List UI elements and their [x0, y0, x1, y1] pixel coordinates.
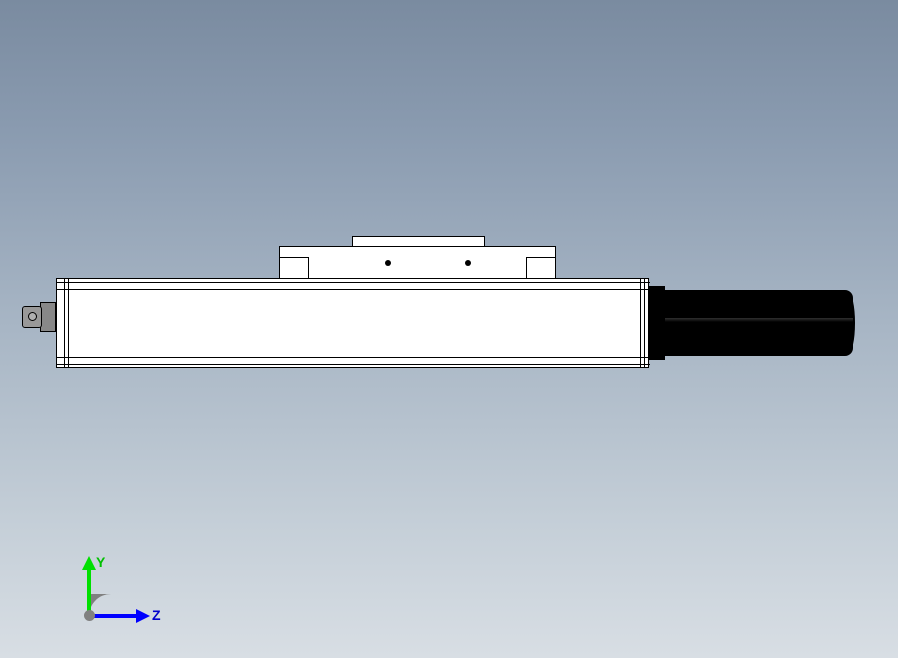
cad-viewport[interactable]: Y Z [0, 0, 898, 658]
actuator-rail-body [56, 278, 649, 368]
end-connector-bracket [40, 302, 56, 332]
left-end-plate-2 [68, 278, 69, 368]
right-end-plate [640, 278, 641, 368]
carriage-hole-2 [465, 260, 471, 266]
triad-arc [74, 560, 154, 640]
motor-end-curve [841, 292, 855, 354]
rail-line-4 [57, 364, 650, 365]
left-end-plate [64, 278, 65, 368]
motor-body [665, 290, 853, 356]
y-axis-label: Y [96, 554, 105, 570]
coordinate-triad: Y Z [74, 560, 154, 640]
motor-mount-plate [649, 286, 665, 360]
carriage-step-right [526, 257, 556, 279]
carriage-hole-1 [385, 260, 391, 266]
motor-highlight [665, 318, 853, 322]
triad-origin [84, 610, 95, 621]
rail-line-3 [57, 357, 650, 358]
y-axis-arrow [82, 556, 96, 570]
z-axis-arrow [136, 609, 150, 623]
right-end-plate-2 [644, 278, 645, 368]
carriage-step-left [279, 257, 309, 279]
end-connector-hole [28, 312, 37, 321]
z-axis-label: Z [152, 607, 161, 623]
rail-line-2 [57, 289, 650, 290]
rail-line-1 [57, 282, 650, 283]
carriage-platform [279, 246, 556, 279]
y-axis-line [87, 566, 91, 616]
z-axis-line [89, 614, 139, 618]
